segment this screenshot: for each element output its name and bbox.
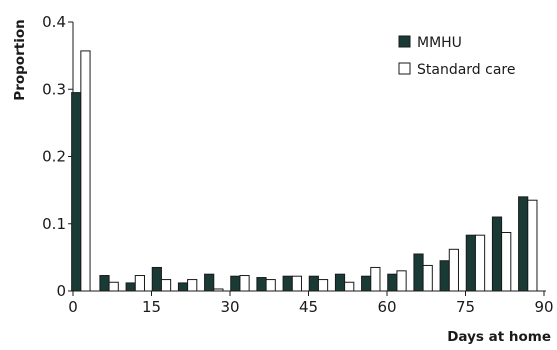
bar-mmhu: [413, 253, 424, 292]
legend-swatch: [398, 62, 411, 75]
legend-label: MMHU: [417, 35, 462, 51]
x-tick-label: 60: [377, 298, 396, 316]
bar-mmhu: [308, 275, 319, 292]
bar-mmhu: [125, 282, 136, 292]
bar-mmhu: [230, 275, 241, 292]
bar-standard-care: [422, 264, 433, 292]
bar-mmhu: [99, 275, 110, 292]
x-tick-label: 75: [456, 298, 475, 316]
bar-standard-care: [344, 281, 355, 292]
bar-standard-care: [291, 275, 302, 292]
bar-mmhu: [465, 234, 476, 292]
bar-standard-care: [317, 279, 329, 292]
bar-mmhu: [518, 196, 529, 292]
x-tick-label: 45: [299, 298, 318, 316]
bar-standard-care: [396, 270, 407, 292]
x-tick-label: 15: [142, 298, 161, 316]
x-tick-label: 30: [220, 298, 239, 316]
x-tick-label: 90: [534, 298, 553, 316]
bar-mmhu: [177, 282, 189, 292]
y-tick-label: 0.4: [42, 13, 66, 31]
y-tick-label: 0: [56, 282, 66, 300]
y-tick-label: 0.2: [42, 148, 66, 166]
legend-label: Standard care: [417, 62, 515, 78]
bar-standard-care: [108, 281, 119, 292]
bar-mmhu: [71, 92, 82, 292]
bar-mmhu: [361, 275, 372, 292]
x-axis-title: Days at home: [447, 329, 551, 345]
bar-mmhu: [256, 277, 267, 292]
legend-swatch: [398, 35, 411, 48]
bar-mmhu: [387, 273, 398, 292]
bar-standard-care: [448, 248, 459, 292]
bar-mmhu: [151, 266, 162, 292]
bar-standard-care: [213, 288, 224, 292]
bar-standard-care: [80, 50, 91, 292]
bar-mmhu: [334, 273, 346, 292]
bar-standard-care: [265, 279, 276, 292]
bar-mmhu: [282, 275, 293, 292]
bar-standard-care: [370, 266, 381, 292]
bar-mmhu: [439, 260, 450, 292]
bar-standard-care: [527, 199, 538, 292]
y-tick-label: 0.3: [42, 80, 66, 98]
bar-mmhu: [491, 216, 503, 292]
bar-standard-care: [239, 275, 250, 292]
bar-standard-care: [501, 231, 512, 292]
bar-standard-care: [187, 279, 198, 292]
y-axis-title: Proportion: [12, 19, 28, 100]
bar-standard-care: [134, 275, 145, 292]
x-tick-label: 0: [68, 298, 78, 316]
bar-standard-care: [474, 234, 486, 292]
y-tick-label: 0.1: [42, 215, 66, 233]
bar-mmhu: [204, 273, 215, 292]
bar-standard-care: [160, 279, 172, 292]
